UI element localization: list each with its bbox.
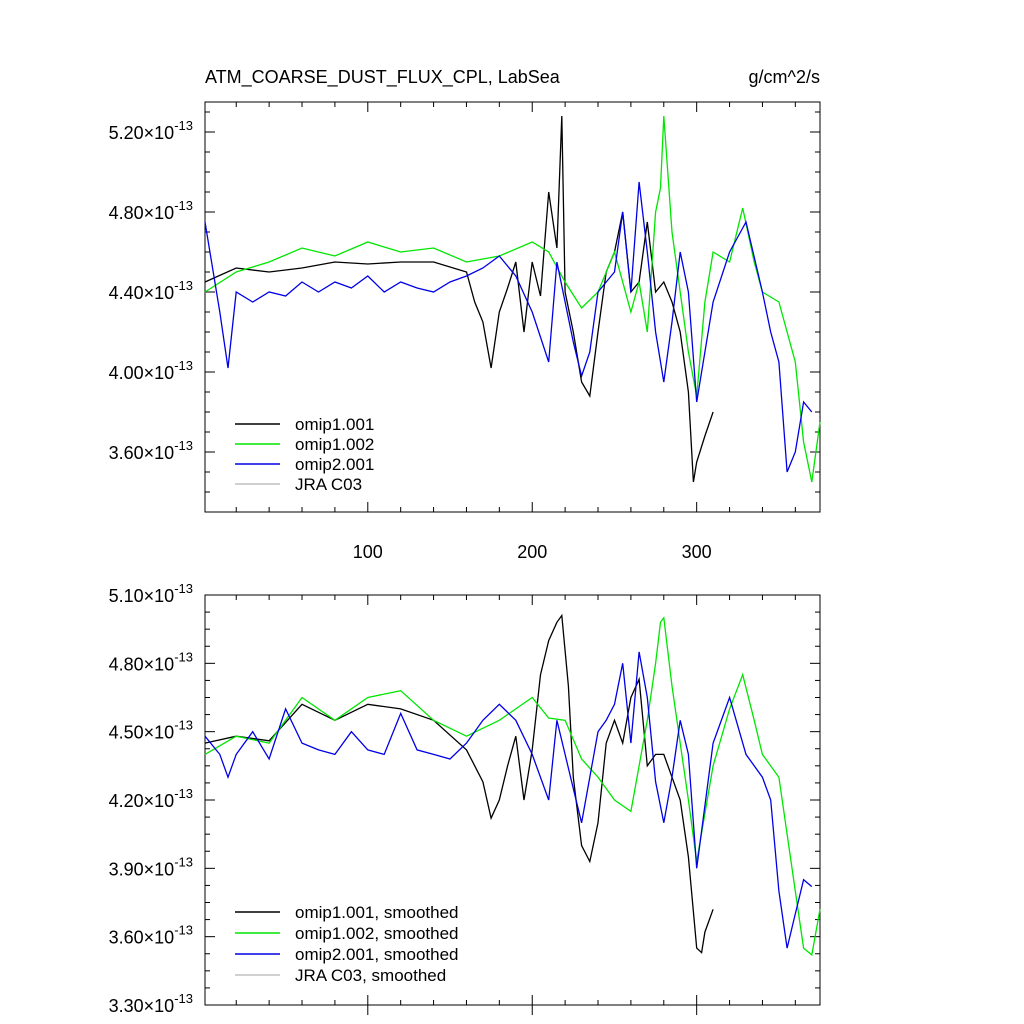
legend-label: omip1.002 [295,435,374,454]
x-tick-label: 100 [353,542,383,562]
series-line-0 [204,115,714,483]
y-tick-label: 4.80×10-13 [109,198,193,223]
top-axis-ticks: 100 200 300 3.60×10-13 4.00×10-13 4.40×10-13 4… [109,102,820,562]
y-tick-label: 3.30×10-13 [109,991,193,1016]
top-series-group [204,115,821,483]
legend-label: omip2.001, smoothed [295,945,459,964]
y-tick-label: 3.90×10-13 [109,854,193,879]
bottom-axis-ticks: 3.30×10-13 3.60×10-13 3.90×10-13 4.20×10-13… [109,581,820,1016]
y-tick-label: 4.20×10-13 [109,786,193,811]
series-line-2 [204,181,813,473]
series-line-2 [204,651,813,949]
y-tick-label: 4.40×10-13 [109,278,193,303]
legend-label: omip2.001 [295,455,374,474]
legend-label: omip1.001 [295,415,374,434]
x-tick-label: 200 [517,542,547,562]
top-plot-frame [204,101,821,513]
bottom-panel: 3.30×10-13 3.60×10-13 3.90×10-13 4.20×10-13… [109,581,821,1016]
y-tick-label: 5.20×10-13 [109,118,193,143]
y-tick-label: 4.80×10-13 [109,649,193,674]
y-tick-label: 4.50×10-13 [109,718,193,743]
legend-label: JRA C03, smoothed [295,966,446,985]
x-tick-label: 300 [682,542,712,562]
series-line-1 [204,616,821,957]
legend-label: omip1.002, smoothed [295,924,459,943]
bottom-legend: omip1.001, smoothed omip1.002, smoothed om… [235,903,459,985]
bottom-series-group [204,613,821,957]
legend-label: JRA C03 [295,475,362,494]
y-tick-label: 5.10×10-13 [109,581,193,606]
y-tick-label: 3.60×10-13 [109,923,193,948]
top-panel: ATM_COARSE_DUST_FLUX_CPL, LabSea g/cm^2/… [109,67,821,562]
units-label: g/cm^2/s [749,67,820,87]
chart-title: ATM_COARSE_DUST_FLUX_CPL, LabSea [205,67,561,88]
legend-label: omip1.001, smoothed [295,903,459,922]
y-tick-label: 3.60×10-13 [109,438,193,463]
series-line-0 [204,613,714,954]
bottom-plot-frame [204,594,821,1006]
y-tick-label: 4.00×10-13 [109,358,193,383]
